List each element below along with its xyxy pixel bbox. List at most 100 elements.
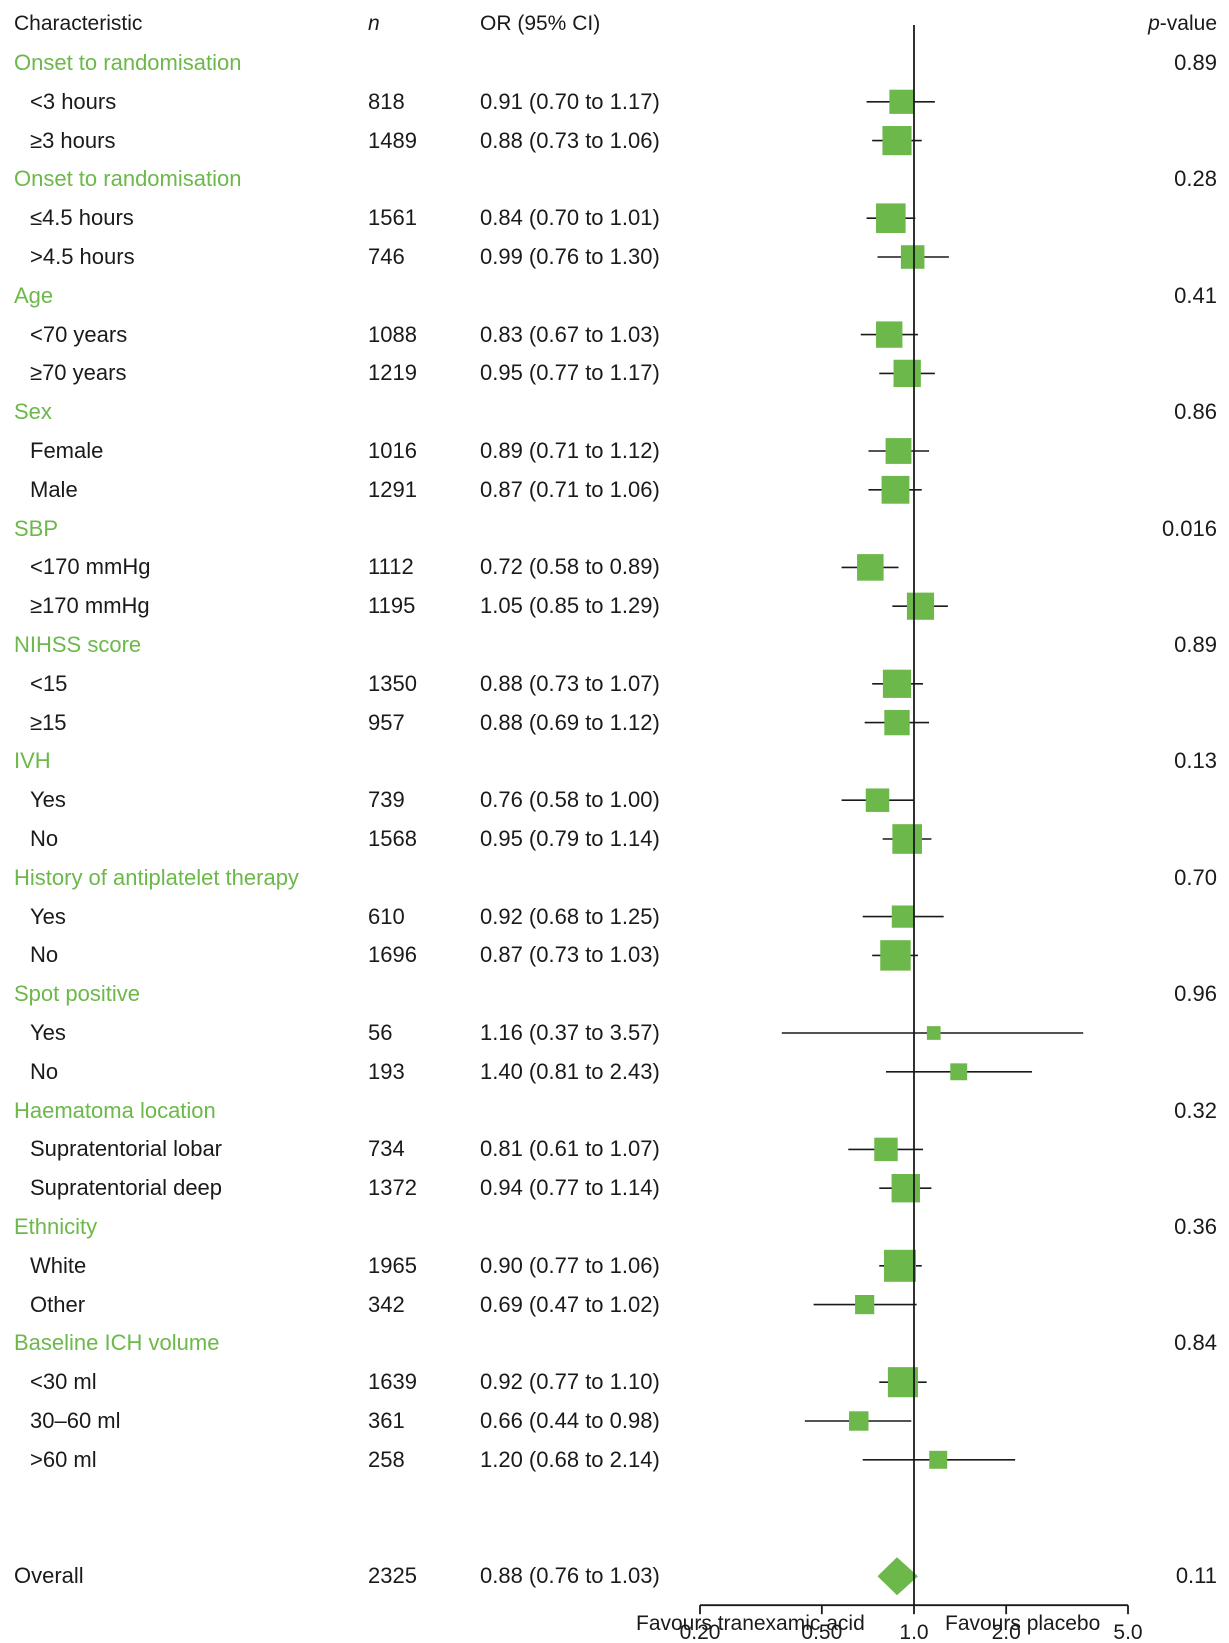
group-label: Spot positive xyxy=(14,981,140,1007)
group-label: NIHSS score xyxy=(14,632,142,657)
group-label: Age xyxy=(14,282,54,308)
row-or-ci: 0.84 (0.70 to 1.01) xyxy=(480,205,660,231)
subgroup-row: <30 ml 1639 0.92 (0.77 to 1.10) xyxy=(0,1363,1229,1401)
row-p-value: 0.36 xyxy=(1174,1214,1217,1239)
row-label: <15 xyxy=(30,670,68,696)
row-n: 1219 xyxy=(368,360,417,386)
row-p-value: 0.89 xyxy=(1174,50,1217,75)
header-or: OR (95% CI) xyxy=(480,12,601,35)
subgroup-row: White 1965 0.90 (0.77 to 1.06) xyxy=(0,1247,1229,1285)
header-p-rest: -value xyxy=(1159,12,1217,35)
subgroup-row: Other 342 0.69 (0.47 to 1.02) xyxy=(0,1286,1229,1324)
row-or-ci: 0.72 (0.58 to 0.89) xyxy=(480,554,660,580)
row-label: Supratentorial deep xyxy=(30,1175,223,1201)
row-or-ci: 0.91 (0.70 to 1.17) xyxy=(480,88,660,114)
group-row: Ethnicity 0.36 xyxy=(0,1208,1229,1246)
or-marker xyxy=(887,1367,918,1398)
row-n: 1561 xyxy=(368,205,417,231)
or-marker xyxy=(880,940,911,971)
row-label: No xyxy=(30,942,59,968)
group-row: SBP 0.016 xyxy=(0,510,1229,548)
subgroup-row: Supratentorial deep 1372 0.94 (0.77 to 1.1… xyxy=(0,1169,1229,1207)
row-p-value: 0.41 xyxy=(1174,282,1217,308)
row-or-ci: 0.83 (0.67 to 1.03) xyxy=(480,321,660,347)
row-p-value: 0.11 xyxy=(1175,1563,1217,1589)
row-label: No xyxy=(30,1058,59,1084)
or-marker xyxy=(891,1174,920,1203)
header-p-italic: p xyxy=(1148,12,1160,35)
row-p-value: 0.86 xyxy=(1174,399,1217,425)
subgroup-row: Supratentorial lobar 734 0.81 (0.61 to 1.0… xyxy=(0,1130,1229,1168)
or-marker xyxy=(882,669,912,698)
row-n: 1639 xyxy=(368,1369,417,1395)
subgroup-row: ≤4.5 hours 1561 0.84 (0.70 to 1.01) xyxy=(0,199,1229,237)
group-row: History of antiplatelet therapy 0.70 xyxy=(0,859,1229,897)
group-row: Haematoma location 0.32 xyxy=(0,1092,1229,1130)
row-label: <170 mmHg xyxy=(30,554,151,580)
or-marker xyxy=(855,1295,875,1315)
header-p-value: p-value xyxy=(1148,12,1217,36)
group-row: Onset to randomisation 0.89 xyxy=(0,44,1229,82)
row-or-ci: 0.92 (0.77 to 1.10) xyxy=(480,1369,660,1395)
or-marker xyxy=(929,1450,948,1469)
subgroup-row: 30–60 ml 361 0.66 (0.44 to 0.98) xyxy=(0,1402,1229,1440)
or-marker xyxy=(885,438,912,464)
row-or-ci: 0.69 (0.47 to 1.02) xyxy=(480,1291,660,1317)
group-row: Onset to randomisation 0.28 xyxy=(0,160,1229,198)
header-n: n xyxy=(368,12,380,35)
row-label: <70 years xyxy=(30,321,128,347)
row-n: 1195 xyxy=(368,593,416,619)
or-marker xyxy=(893,359,921,388)
group-row: Baseline ICH volume 0.84 xyxy=(0,1324,1229,1362)
row-label: ≥170 mmHg xyxy=(30,593,150,619)
row-n: 1696 xyxy=(368,942,417,968)
or-marker xyxy=(865,788,890,812)
row-n: 739 xyxy=(368,787,405,813)
row-label: Supratentorial lobar xyxy=(30,1136,223,1162)
row-label: <30 ml xyxy=(30,1369,97,1395)
row-n: 361 xyxy=(368,1408,405,1433)
row-label: Yes xyxy=(30,903,66,929)
or-marker xyxy=(892,824,923,854)
row-n: 1350 xyxy=(368,670,417,696)
x-tick-label: 1.0 xyxy=(899,1621,928,1643)
row-n: 1372 xyxy=(368,1175,417,1201)
row-n: 1568 xyxy=(368,826,417,851)
row-label: Other xyxy=(30,1291,86,1317)
group-label: Onset to randomisation xyxy=(14,166,242,192)
row-n: 734 xyxy=(368,1136,405,1162)
or-marker xyxy=(881,475,910,504)
row-label: ≤4.5 hours xyxy=(30,205,134,231)
row-label: <3 hours xyxy=(30,88,117,114)
subgroup-row: Yes 739 0.76 (0.58 to 1.00) xyxy=(0,781,1229,819)
row-n: 342 xyxy=(368,1291,405,1317)
or-marker xyxy=(857,554,884,581)
subgroup-row: Female 1016 0.89 (0.71 to 1.12) xyxy=(0,432,1229,470)
x-tick-label: 0.20 xyxy=(680,1621,721,1643)
row-or-ci: 1.05 (0.85 to 1.29) xyxy=(480,593,660,619)
x-tick-label: 2.0 xyxy=(992,1621,1021,1643)
or-marker xyxy=(876,203,906,234)
favours-placebo-label: Favours placebo xyxy=(945,1612,1101,1635)
subgroup-row: <170 mmHg 1112 0.72 (0.58 to 0.89) xyxy=(0,548,1229,586)
or-marker xyxy=(883,1249,916,1282)
row-or-ci: 0.94 (0.77 to 1.14) xyxy=(480,1175,660,1201)
row-label: >60 ml xyxy=(30,1446,97,1472)
subgroup-row: No 193 1.40 (0.81 to 2.43) xyxy=(0,1053,1229,1091)
overall-diamond xyxy=(877,1557,918,1596)
row-n: 957 xyxy=(368,709,405,735)
row-or-ci: 0.99 (0.76 to 1.30) xyxy=(480,244,660,269)
row-label: ≥15 xyxy=(30,709,67,735)
group-label: Onset to randomisation xyxy=(14,50,242,75)
or-marker xyxy=(891,905,915,928)
row-or-ci: 1.16 (0.37 to 3.57) xyxy=(480,1020,660,1045)
group-row: Sex 0.86 xyxy=(0,393,1229,431)
row-n: 1965 xyxy=(368,1252,417,1278)
row-p-value: 0.84 xyxy=(1174,1330,1217,1356)
row-n: 258 xyxy=(368,1446,405,1472)
subgroup-row: No 1568 0.95 (0.79 to 1.14) xyxy=(0,820,1229,858)
group-label: Haematoma location xyxy=(14,1097,216,1123)
or-marker xyxy=(876,321,903,348)
row-or-ci: 0.81 (0.61 to 1.07) xyxy=(480,1136,660,1162)
